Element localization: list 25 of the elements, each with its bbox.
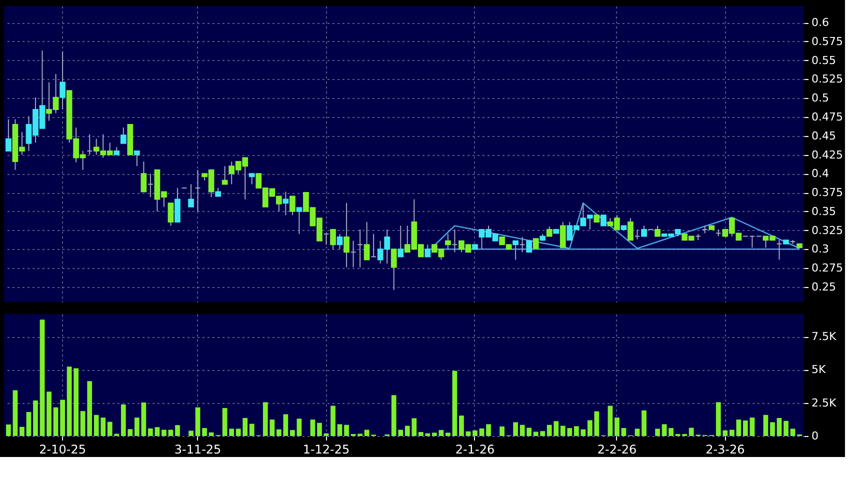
y-tick-label: 5K	[812, 363, 826, 376]
x-tick-label: 3-11-25	[174, 442, 222, 456]
y-tick-label: 0.325	[812, 224, 843, 237]
x-tick-label: 1-12-25	[302, 442, 350, 456]
y-tick-label: 0.55	[812, 54, 836, 67]
y-tick-label: 0	[812, 430, 818, 442]
y-tick-label: 0.4	[812, 167, 829, 180]
y-tick-label: 0.525	[812, 72, 843, 86]
y-tick-label: 2.5K	[812, 396, 837, 410]
y-tick-label: 0.575	[812, 34, 843, 48]
y-tick-label: 7.5K	[812, 330, 837, 344]
y-tick-label: 0.6	[812, 16, 829, 30]
y-tick-label: 0.475	[812, 110, 843, 124]
y-tick-label: 0.35	[812, 204, 836, 218]
y-tick-label: 0.275	[812, 262, 843, 275]
x-tick-label: 2-10-25	[39, 442, 86, 456]
y-tick-label: 0.3	[812, 242, 829, 256]
x-tick-label: 2-2-26	[597, 442, 637, 456]
y-tick-label: 0.25	[812, 280, 836, 294]
y-tick-label: 0.45	[812, 129, 836, 142]
y-tick-label: 0.425	[812, 148, 843, 162]
y-tick-label: 0.5	[812, 92, 829, 105]
y-tick-label: 0.375	[812, 186, 843, 200]
x-tick-label: 2-1-26	[455, 442, 495, 456]
x-tick-label: 2-3-26	[706, 442, 745, 456]
